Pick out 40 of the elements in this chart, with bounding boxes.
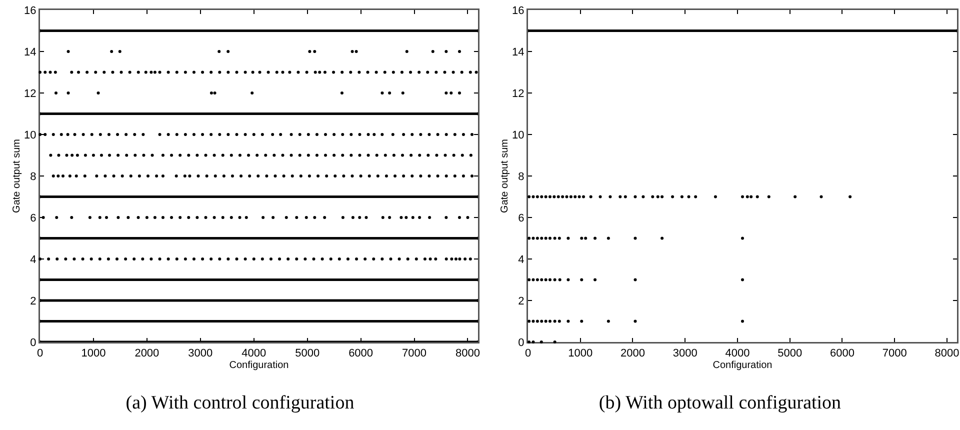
y-tick-label: 8 (518, 170, 524, 183)
y-tick-label: 16 (24, 4, 36, 17)
x-tick-label: 1000 (81, 348, 106, 360)
y-tick-label: 10 (512, 129, 524, 142)
x-tick-label: 8000 (934, 348, 960, 360)
x-tick-label: 4000 (725, 348, 750, 360)
y-tick-label: 16 (512, 4, 524, 17)
x-tick-label: 3000 (672, 348, 698, 360)
y-tick-label: 0 (30, 336, 36, 349)
y-tick-label: 14 (512, 46, 524, 58)
x-tick-label: 8000 (455, 348, 480, 360)
text: (b) With optowall configuration (598, 392, 842, 414)
y-tick-label: 12 (24, 88, 36, 100)
x-tick-label: 5000 (295, 348, 320, 360)
y-tick-label: 4 (30, 254, 36, 266)
x-tick-label: 2000 (620, 348, 645, 360)
y-tick-label: 2 (518, 295, 524, 308)
x-tick-label: 6000 (830, 348, 854, 360)
x-tick-label: 3000 (188, 348, 213, 360)
x-tick-label: 7000 (402, 348, 427, 360)
text: (a) With control configuration (126, 392, 355, 414)
y-tick-label: 12 (512, 88, 524, 100)
y-tick-label: 6 (518, 212, 524, 224)
y-axis-title: Gate output sum (11, 139, 22, 213)
x-tick-label: 7000 (882, 348, 907, 360)
y-axis-title: Gate output sum (499, 139, 510, 213)
y-tick-label: 2 (30, 295, 36, 308)
x-axis-title: Configuration (712, 360, 772, 371)
y-tick-label: 10 (24, 129, 36, 142)
y-tick-label: 0 (518, 336, 524, 349)
x-axis-title: Configuration (229, 360, 289, 371)
y-tick-label: 14 (24, 46, 36, 58)
y-tick-label: 6 (30, 212, 36, 224)
x-tick-label: 5000 (778, 348, 802, 360)
x-tick-label: 6000 (348, 348, 374, 360)
x-tick-label: 1000 (568, 348, 593, 360)
x-tick-label: 4000 (242, 348, 266, 360)
y-tick-label: 4 (518, 254, 524, 266)
x-tick-label: 2000 (134, 348, 160, 360)
y-tick-label: 8 (30, 170, 36, 183)
